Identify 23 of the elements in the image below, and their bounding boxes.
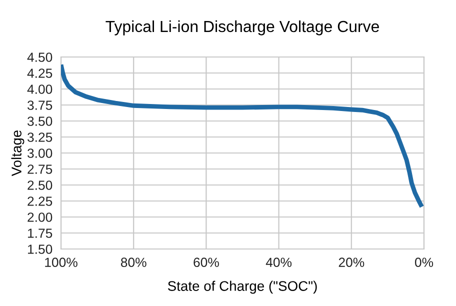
y-axis-title: Voltage xyxy=(11,130,24,176)
y-tick-label: 1.50 xyxy=(28,244,52,254)
y-tick-label: 3.75 xyxy=(27,100,52,110)
x-tick-label: 40% xyxy=(266,258,292,268)
x-tick-label: 20% xyxy=(338,258,364,268)
x-axis-title: State of Charge ("SOC") xyxy=(168,280,317,294)
y-tick-label: 2.75 xyxy=(28,164,52,174)
x-tick-label: 100% xyxy=(45,258,78,268)
y-tick-label: 4.50 xyxy=(27,52,52,62)
y-tick-label: 2.25 xyxy=(28,196,52,206)
y-tick-label: 3.00 xyxy=(27,148,52,158)
y-tick-label: 2.00 xyxy=(28,212,52,222)
y-tick-label: 3.50 xyxy=(27,116,52,126)
x-tick-label: 80% xyxy=(120,258,146,268)
x-tick-label: 0% xyxy=(414,258,434,268)
y-tick-label: 2.50 xyxy=(28,180,52,190)
x-tick-label: 60% xyxy=(194,258,219,268)
y-tick-label: 4.00 xyxy=(27,84,52,94)
y-tick-label: 3.25 xyxy=(27,132,52,142)
y-tick-label: 4.25 xyxy=(27,68,52,78)
line-series xyxy=(61,62,424,209)
y-tick-label: 1.75 xyxy=(28,228,52,238)
chart-title: Typical Li-ion Discharge Voltage Curve xyxy=(106,20,379,36)
